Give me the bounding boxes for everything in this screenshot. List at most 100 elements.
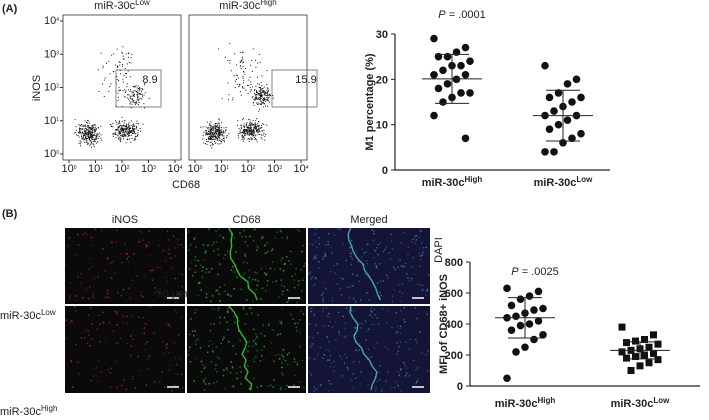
speck bbox=[387, 309, 389, 312]
event-dot bbox=[118, 125, 120, 127]
event-dot bbox=[141, 88, 143, 90]
speck bbox=[123, 378, 125, 381]
event-dot bbox=[123, 58, 125, 60]
event-dot bbox=[130, 125, 132, 127]
speck bbox=[177, 373, 179, 376]
speck bbox=[366, 291, 368, 294]
event-dot bbox=[139, 88, 141, 90]
speck bbox=[391, 300, 394, 303]
event-dot bbox=[144, 82, 146, 84]
speck bbox=[253, 360, 256, 363]
speck bbox=[355, 251, 358, 254]
event-dot bbox=[208, 133, 210, 135]
event-dot bbox=[81, 134, 83, 136]
event-dot bbox=[134, 128, 136, 130]
event-dot bbox=[255, 124, 257, 126]
speck bbox=[223, 284, 226, 286]
speck bbox=[387, 276, 389, 279]
event-dot bbox=[102, 65, 104, 67]
event-dot bbox=[131, 131, 133, 133]
event-dot bbox=[133, 102, 135, 104]
speck bbox=[379, 280, 382, 283]
event-dot bbox=[130, 141, 132, 143]
speck bbox=[292, 318, 294, 320]
speck bbox=[202, 244, 205, 246]
speck bbox=[107, 368, 109, 371]
speck bbox=[281, 307, 284, 310]
data-point bbox=[534, 317, 543, 325]
speck bbox=[244, 255, 247, 258]
speck bbox=[209, 340, 211, 342]
column-label: Merged bbox=[350, 214, 387, 226]
speck bbox=[218, 293, 220, 295]
tick-exp: 4 bbox=[56, 17, 59, 23]
event-dot bbox=[120, 141, 122, 143]
speck bbox=[87, 297, 90, 300]
event-dot bbox=[250, 126, 252, 128]
data-point bbox=[466, 57, 474, 65]
speck bbox=[370, 307, 373, 309]
event-dot bbox=[262, 134, 264, 136]
speck bbox=[352, 285, 354, 287]
data-point bbox=[632, 337, 639, 345]
speck bbox=[376, 246, 378, 249]
event-dot bbox=[81, 128, 83, 130]
event-dot bbox=[210, 136, 212, 138]
event-dot bbox=[131, 98, 133, 100]
speck bbox=[330, 247, 332, 249]
speck bbox=[315, 388, 318, 391]
speck bbox=[358, 361, 360, 363]
event-dot bbox=[209, 124, 211, 126]
speck bbox=[394, 380, 397, 383]
speck bbox=[286, 353, 289, 356]
speck bbox=[255, 356, 257, 358]
speck bbox=[127, 261, 130, 263]
event-dot bbox=[212, 127, 214, 129]
speck bbox=[400, 265, 402, 267]
event-dot bbox=[78, 132, 80, 134]
event-dot bbox=[245, 67, 247, 69]
speck bbox=[84, 232, 86, 234]
event-dot bbox=[253, 98, 255, 100]
speck bbox=[169, 295, 171, 298]
speck bbox=[400, 309, 402, 312]
speck bbox=[312, 336, 314, 339]
speck bbox=[364, 320, 367, 322]
speck bbox=[233, 271, 235, 273]
speck bbox=[200, 360, 203, 363]
speck bbox=[331, 252, 333, 255]
event-dot bbox=[134, 138, 136, 140]
speck bbox=[256, 272, 258, 274]
speck bbox=[204, 250, 207, 252]
speck bbox=[318, 267, 321, 269]
speck bbox=[201, 270, 203, 272]
speck bbox=[332, 360, 335, 363]
speck bbox=[270, 249, 273, 252]
event-dot bbox=[252, 134, 254, 136]
speck bbox=[240, 383, 242, 385]
speck bbox=[287, 298, 290, 300]
event-dot bbox=[258, 131, 260, 133]
event-dot bbox=[228, 133, 230, 135]
speck bbox=[352, 361, 355, 363]
event-dot bbox=[119, 64, 121, 66]
tick-base: 10 bbox=[44, 148, 56, 160]
event-dot bbox=[262, 100, 264, 102]
speck bbox=[331, 326, 334, 328]
event-dot bbox=[125, 134, 127, 136]
event-dot bbox=[241, 87, 243, 89]
speck bbox=[219, 300, 221, 302]
speck bbox=[318, 237, 320, 239]
speck bbox=[84, 337, 86, 339]
event-dot bbox=[98, 135, 100, 137]
event-dot bbox=[220, 122, 222, 124]
speck bbox=[340, 294, 343, 296]
speck bbox=[246, 244, 249, 247]
event-dot bbox=[211, 129, 213, 131]
event-dot bbox=[83, 141, 85, 143]
event-dot bbox=[80, 141, 82, 143]
speck bbox=[426, 313, 429, 316]
event-dot bbox=[91, 135, 93, 137]
event-dot bbox=[123, 124, 125, 126]
speck bbox=[311, 343, 313, 345]
